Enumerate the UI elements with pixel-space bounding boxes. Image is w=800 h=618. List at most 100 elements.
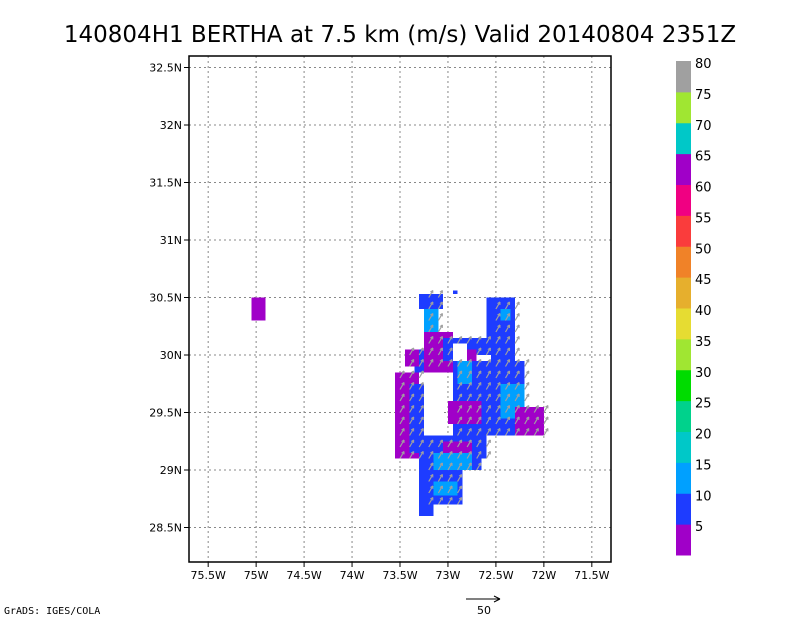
wind-vector — [428, 313, 434, 321]
wind-vector — [447, 462, 453, 471]
wind-vector — [418, 405, 424, 413]
wind-vector-head — [420, 428, 424, 432]
colorbar-label: 50 — [695, 242, 712, 257]
wind-vector — [504, 393, 511, 402]
wind-vector-head — [420, 359, 424, 363]
wind-vector — [495, 428, 501, 436]
wind-vector-head — [439, 485, 443, 489]
wind-vector-head — [535, 428, 539, 432]
wind-vector — [485, 359, 491, 367]
wind-vector-head — [497, 336, 501, 340]
wind-vector — [457, 474, 463, 482]
wind-vector — [524, 359, 530, 367]
wind-vector-head — [458, 336, 463, 340]
wind-vector — [514, 428, 520, 436]
colorbar-label: 40 — [695, 304, 712, 319]
wind-vector-head — [449, 462, 453, 466]
wind-vector-head — [410, 428, 415, 432]
x-tick-label: 72.5W — [478, 569, 513, 582]
wind-vector — [437, 347, 443, 356]
y-tick-label: 31N — [160, 234, 182, 247]
wind-vector-head — [477, 439, 482, 443]
wind-speed-cell — [457, 360, 472, 384]
wind-vector-head — [430, 485, 434, 489]
wind-vector — [543, 428, 549, 436]
wind-vector-head — [430, 347, 434, 351]
wind-vector — [437, 301, 443, 310]
wind-vector — [466, 359, 472, 367]
wind-vector-head — [545, 416, 549, 420]
wind-vector — [524, 405, 530, 413]
wind-speed-cell — [447, 401, 482, 424]
wind-vector-head — [410, 405, 415, 409]
wind-vector — [447, 439, 453, 448]
wind-vector-head — [506, 324, 511, 328]
wind-vector — [466, 439, 472, 448]
colorbar-segment — [676, 431, 691, 463]
wind-vector-head — [449, 439, 453, 443]
wind-vector-head — [468, 382, 472, 386]
wind-vector-head — [468, 428, 472, 432]
wind-vector — [485, 451, 491, 459]
y-tick-label: 30N — [160, 349, 182, 362]
wind-vector — [457, 336, 463, 344]
reference-vector: 50 — [466, 595, 501, 617]
wind-speed-cell — [515, 406, 544, 436]
wind-vector — [457, 416, 463, 425]
colorbar-segment — [676, 400, 691, 432]
wind-vector-head — [420, 347, 424, 351]
wind-vector — [514, 347, 520, 356]
wind-vector-head — [525, 382, 530, 386]
wind-vector — [437, 359, 443, 367]
wind-vector — [437, 474, 443, 482]
wind-speed-cell — [500, 309, 511, 321]
wind-vector — [524, 416, 530, 425]
wind-vector-head — [420, 382, 424, 386]
wind-vector-head — [477, 359, 482, 363]
wind-vectors — [399, 290, 549, 505]
wind-vector — [524, 370, 530, 379]
colorbar-segment — [676, 308, 691, 340]
wind-speed-cell — [419, 294, 444, 309]
colorbar-label: 80 — [695, 57, 712, 72]
wind-vector-head — [449, 336, 453, 340]
wind-vector — [504, 347, 511, 356]
wind-vector-head — [516, 382, 520, 386]
wind-vector-head — [439, 290, 443, 294]
wind-vector-head — [430, 439, 434, 443]
wind-vector-head — [516, 428, 520, 432]
wind-vector-head — [477, 382, 482, 386]
wind-vector — [457, 451, 463, 459]
wind-speed-cell — [452, 290, 458, 295]
wind-vector — [399, 451, 405, 459]
wind-vector-head — [477, 405, 482, 409]
wind-vector — [533, 416, 539, 425]
wind-vector-head — [468, 370, 472, 374]
wind-vector-head — [506, 393, 511, 397]
colorbar-segment — [676, 524, 691, 556]
wind-vector-head — [430, 301, 434, 305]
wind-vector — [504, 370, 511, 379]
wind-vector — [409, 405, 415, 413]
wind-vector-head — [497, 359, 501, 363]
y-axis-ticks: 28.5N 29N 29.5N 30N 30.5N 31N 31.5N 32N 32.5N — [149, 62, 189, 535]
wind-vector-head — [506, 370, 511, 374]
colorbar-label: 5 — [695, 520, 703, 535]
wind-vector — [428, 336, 434, 344]
chart-title: 140804H1 BERTHA at 7.5 km (m/s) Valid 20… — [64, 22, 736, 48]
x-tick-label: 71.5W — [574, 569, 609, 582]
wind-vector-head — [516, 416, 520, 420]
wind-vector-head — [506, 416, 511, 420]
wind-vector-head — [545, 428, 549, 432]
wind-vector — [466, 336, 472, 344]
colorbar-segment — [676, 61, 691, 93]
wind-vector — [428, 439, 434, 448]
wind-vector — [457, 462, 463, 471]
wind-vector — [409, 451, 415, 459]
wind-vector — [447, 347, 453, 356]
wind-vector — [409, 416, 415, 425]
wind-vector — [437, 462, 443, 471]
wind-vector-head — [468, 462, 472, 466]
wind-vector-head — [525, 405, 530, 409]
wind-vector-head — [525, 428, 530, 432]
